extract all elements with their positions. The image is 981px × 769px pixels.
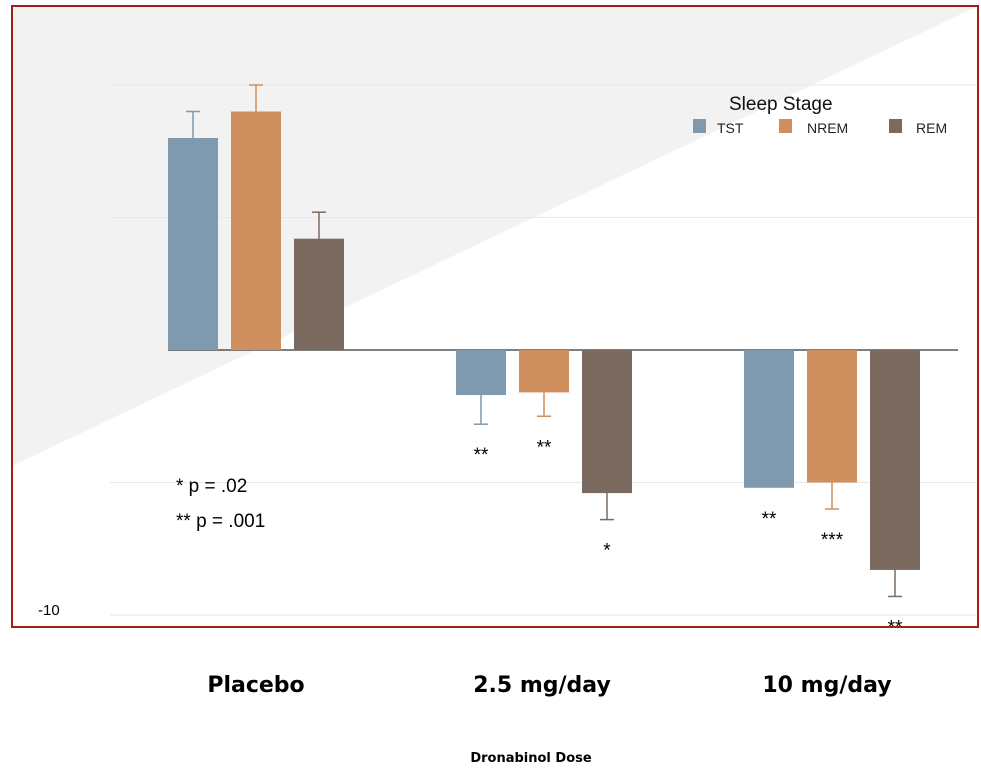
legend-swatch-tst bbox=[693, 119, 706, 133]
y-tick-label: -10 bbox=[38, 602, 60, 619]
legend: Sleep Stage TST NREM REM bbox=[693, 94, 947, 136]
bar-nrem bbox=[807, 350, 857, 483]
p-note-1: * p = .02 bbox=[176, 476, 247, 497]
x-category-labels: Placebo 2.5 mg/day 10 mg/day bbox=[207, 673, 891, 698]
legend-swatch-rem bbox=[889, 119, 902, 133]
significance-marker: ** bbox=[762, 509, 777, 530]
bar-rem bbox=[294, 238, 344, 350]
category-label: Placebo bbox=[207, 673, 304, 698]
significance-marker: *** bbox=[821, 530, 844, 551]
significance-marker: ** bbox=[474, 445, 489, 466]
bar-rem bbox=[582, 350, 632, 494]
chart-frame bbox=[11, 5, 979, 628]
bar-nrem bbox=[519, 350, 569, 393]
p-note-2: ** p = .001 bbox=[176, 511, 265, 532]
legend-label-nrem: NREM bbox=[807, 120, 848, 136]
bar-tst bbox=[744, 350, 794, 488]
x-axis-label: Dronabinol Dose bbox=[470, 751, 592, 766]
bar-nrem bbox=[231, 111, 281, 350]
bar-rem bbox=[870, 350, 920, 570]
bar-tst bbox=[168, 138, 218, 350]
bars bbox=[168, 84, 920, 598]
significance-marker: ** bbox=[537, 437, 552, 458]
category-label: 2.5 mg/day bbox=[473, 673, 611, 698]
legend-label-rem: REM bbox=[916, 120, 947, 136]
legend-title: Sleep Stage bbox=[729, 94, 833, 115]
bar-tst bbox=[456, 350, 506, 396]
category-label: 10 mg/day bbox=[762, 673, 891, 698]
legend-label-tst: TST bbox=[717, 120, 744, 136]
significance-marker: * bbox=[603, 541, 611, 562]
p-value-notes: * p = .02 ** p = .001 bbox=[176, 476, 265, 532]
y-axis-ticks: 10-10 bbox=[38, 602, 60, 619]
legend-swatch-nrem bbox=[779, 119, 792, 133]
